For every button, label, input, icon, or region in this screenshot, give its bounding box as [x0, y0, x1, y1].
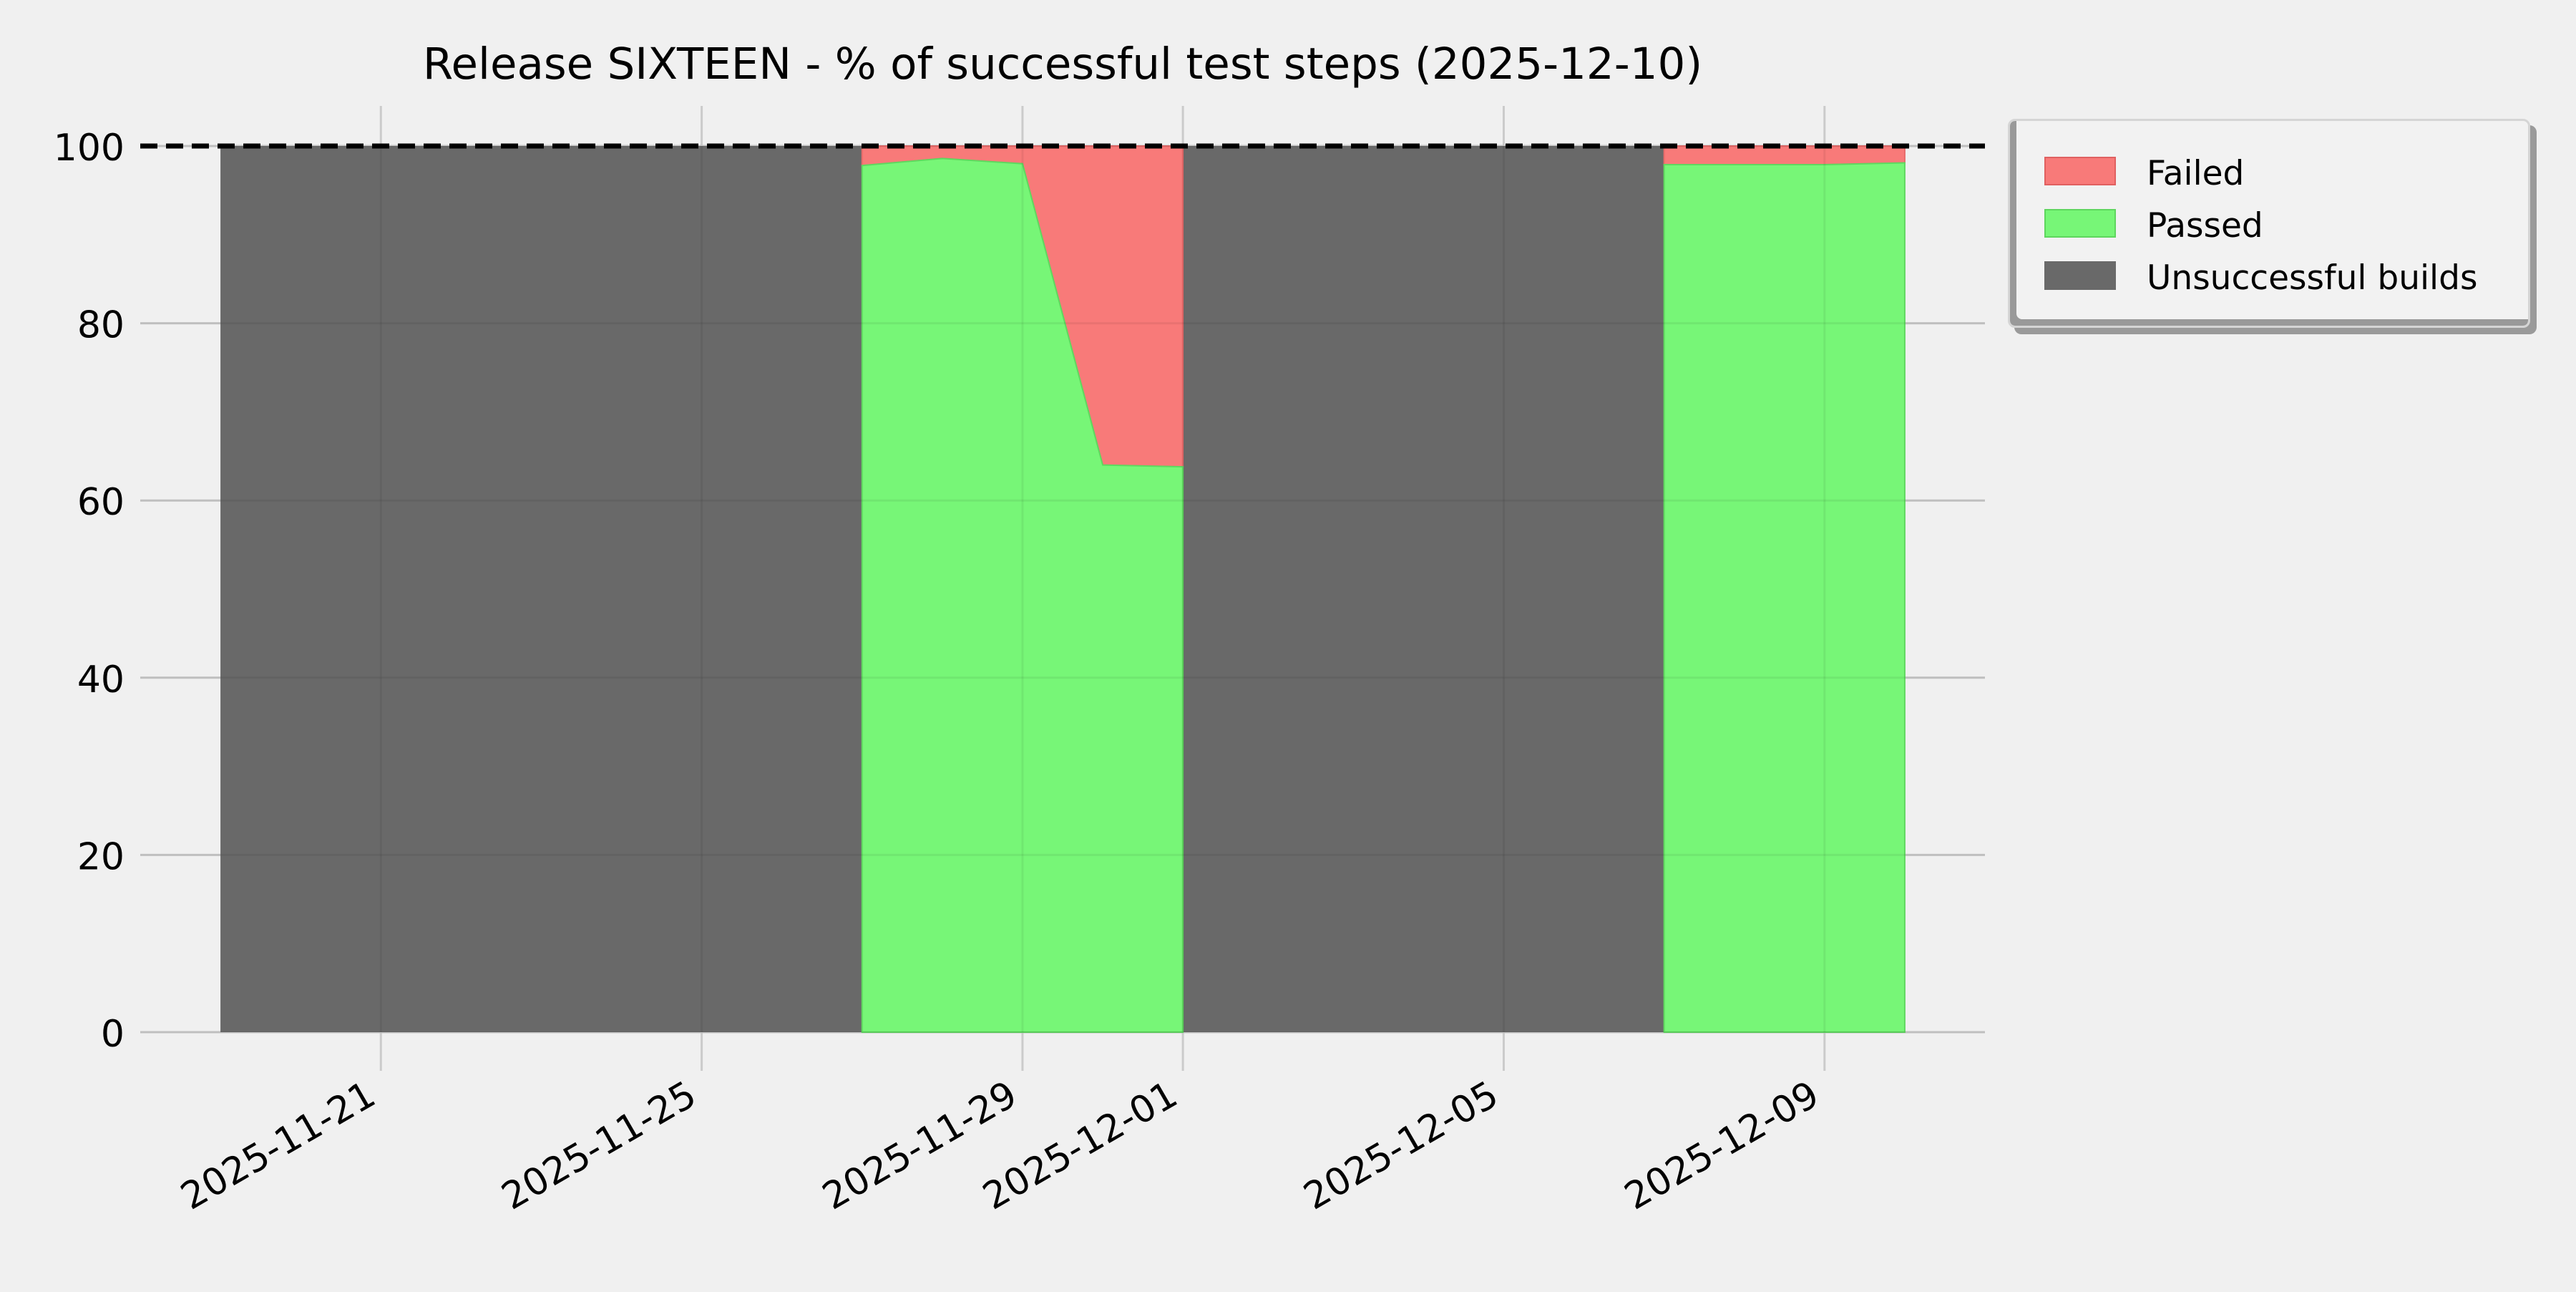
- x-tick-label: 2025-11-25: [494, 1073, 703, 1218]
- area-unsuccessful-builds: [220, 146, 862, 1032]
- area-unsuccessful-builds: [1183, 146, 1664, 1032]
- y-tick-label: 80: [77, 304, 125, 347]
- legend-swatch-failed: [2044, 157, 2116, 185]
- legend-swatch-passed: [2044, 209, 2116, 238]
- area-failed: [1663, 145, 1906, 165]
- legend-swatch-unsuccessful-builds: [2044, 261, 2116, 290]
- x-tick-label: 2025-11-21: [174, 1073, 383, 1218]
- legend-label-failed: Failed: [2147, 154, 2245, 193]
- y-tick-label: 100: [54, 127, 125, 170]
- y-tick-label: 0: [101, 1013, 125, 1056]
- legend: Failed Passed Unsuccessful builds: [2008, 119, 2530, 328]
- x-tick-label: 2025-12-09: [1618, 1073, 1827, 1218]
- x-tick-label: 2025-12-05: [1297, 1073, 1506, 1218]
- area-passed: [1663, 162, 1906, 1033]
- y-tick-label: 60: [77, 481, 125, 524]
- plot-areas: [140, 145, 1985, 1034]
- legend-label-unsuccessful-builds: Unsuccessful builds: [2147, 258, 2478, 298]
- y-tick-label: 20: [77, 835, 125, 878]
- area-passed: [861, 157, 1184, 1033]
- y-tick-label: 40: [77, 659, 125, 701]
- legend-label-passed: Passed: [2147, 206, 2263, 246]
- chart-title: Release SIXTEEN - % of successful test s…: [423, 39, 1702, 89]
